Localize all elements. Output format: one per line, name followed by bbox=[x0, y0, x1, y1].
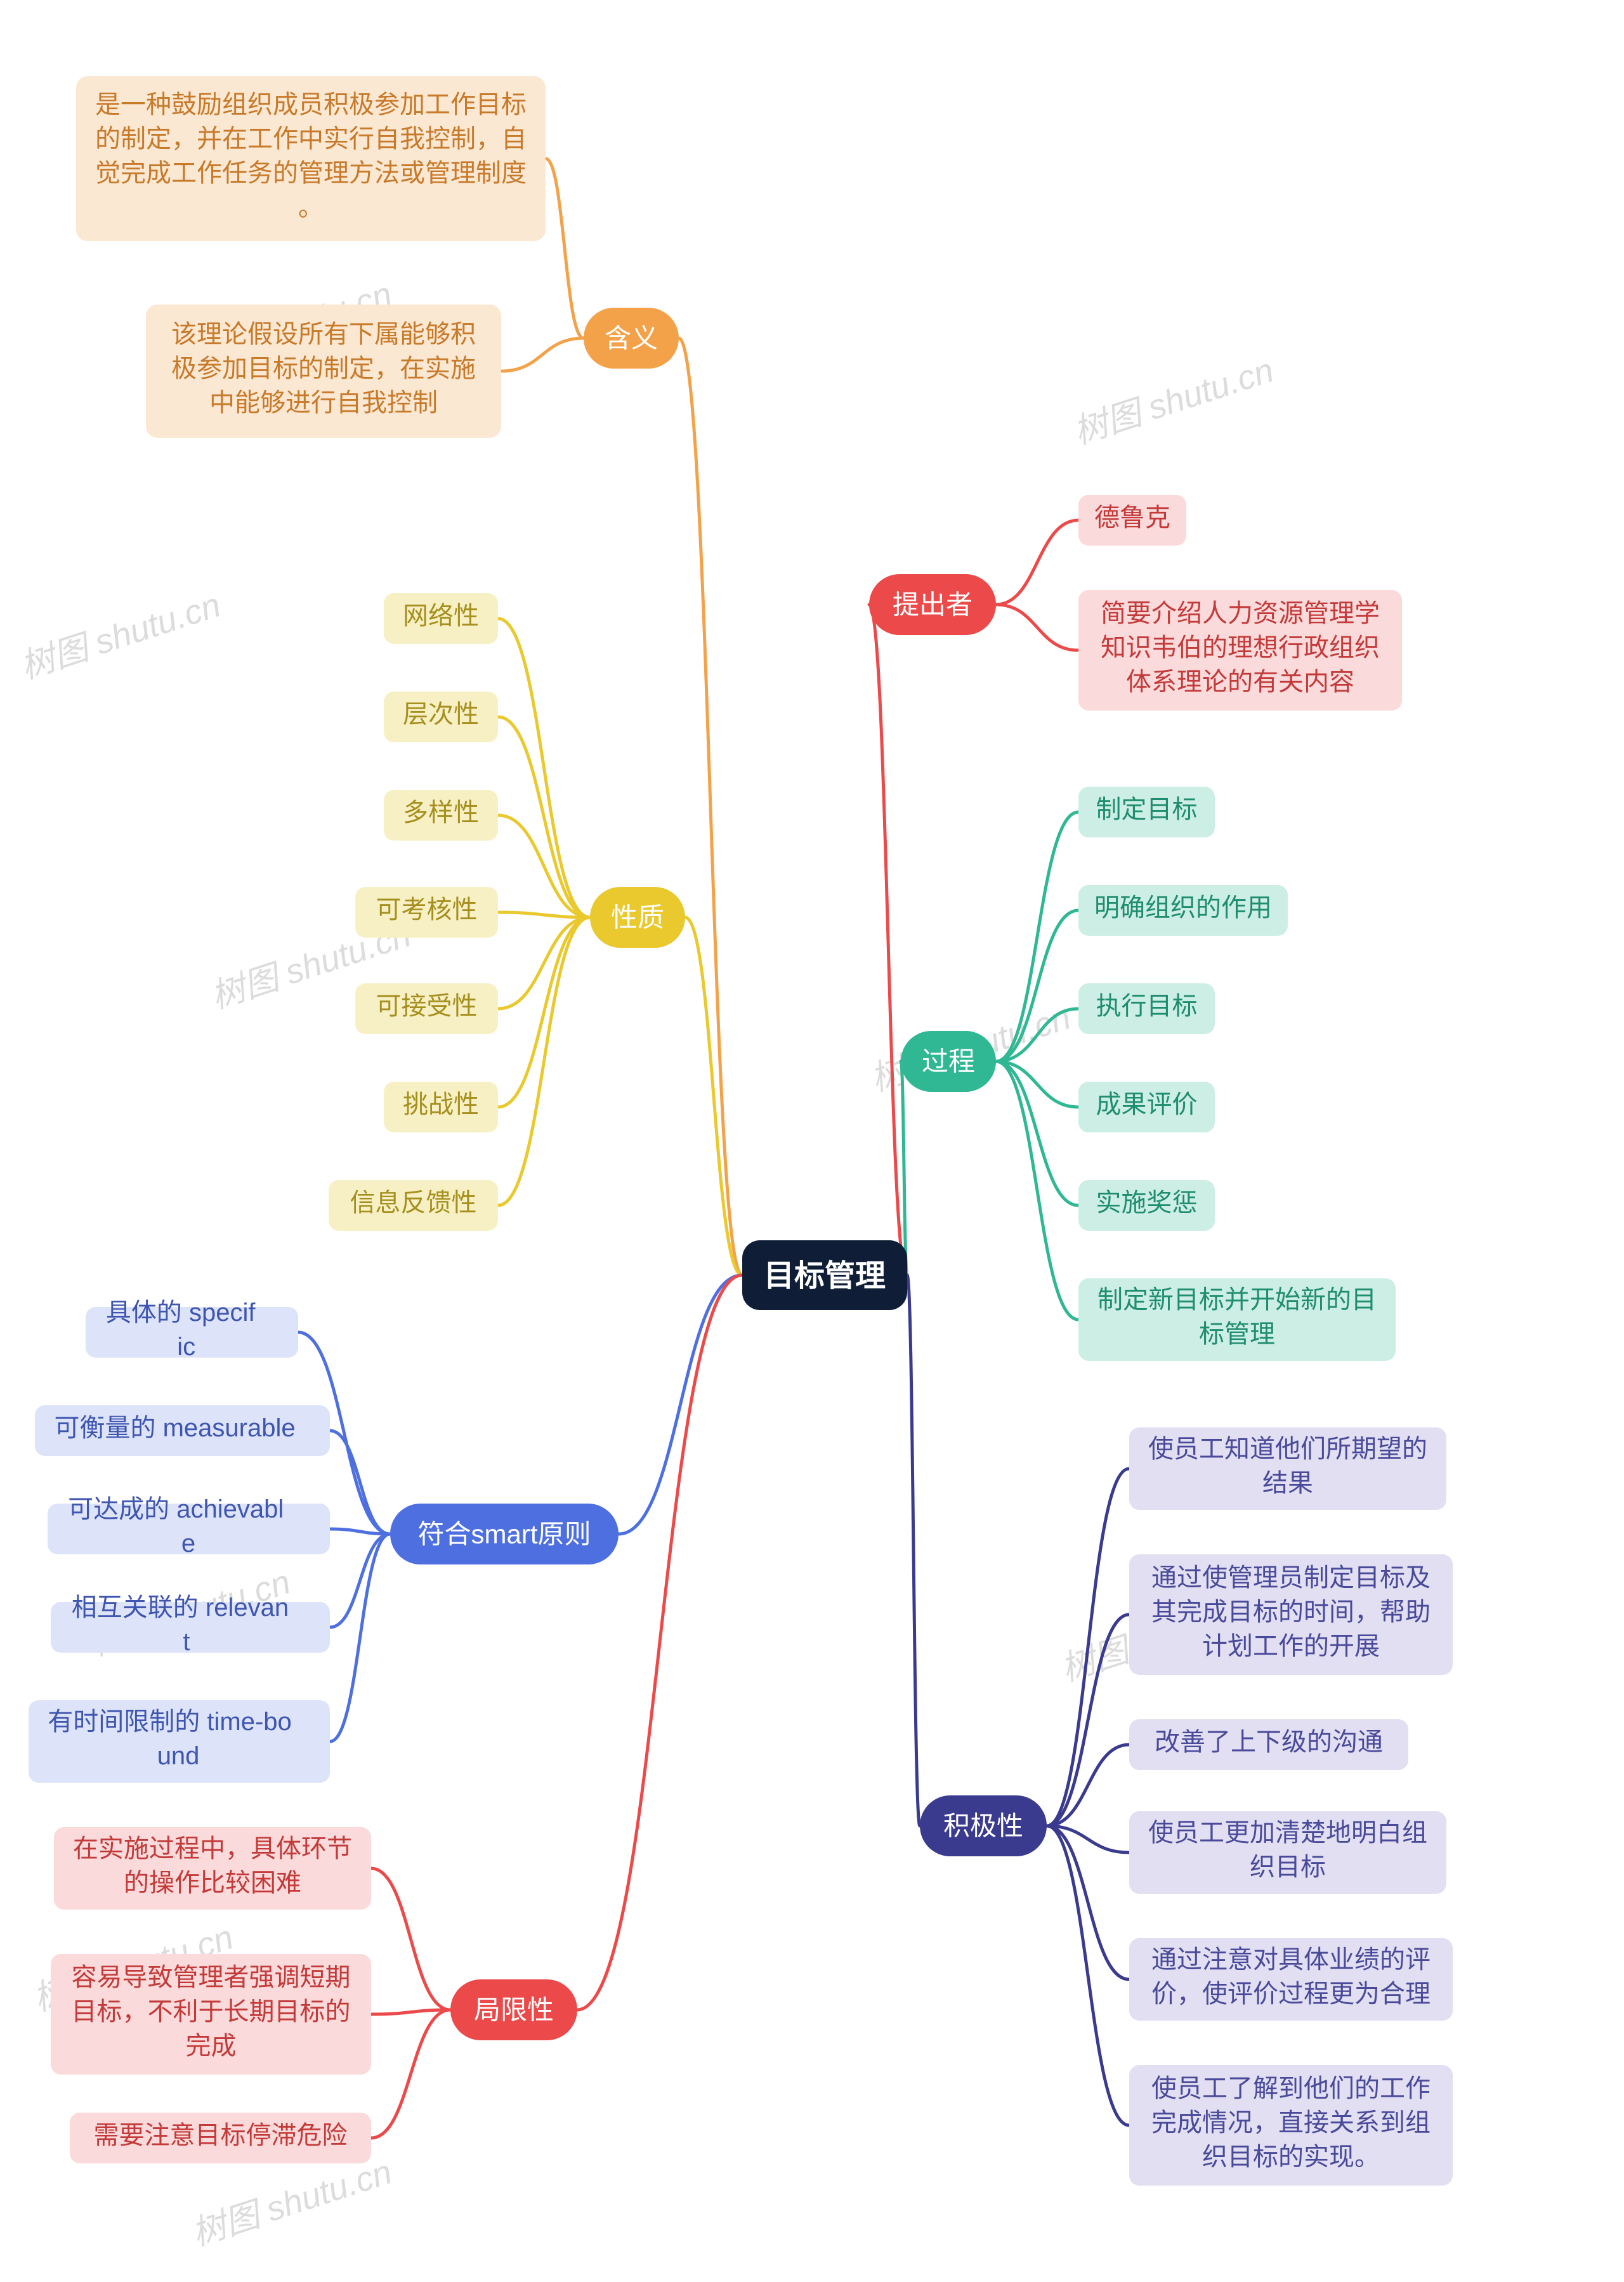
node-text: 可考核性 bbox=[376, 896, 478, 924]
node-text: 可衡量的 measurable bbox=[55, 1414, 296, 1442]
node-text: 制定目标 bbox=[1096, 796, 1198, 823]
node-text: 多样性 bbox=[403, 799, 479, 827]
node-text: 层次性 bbox=[403, 700, 479, 728]
branch-leaf-connector bbox=[371, 2010, 450, 2138]
watermark: 树图 shutu.cn bbox=[187, 2153, 396, 2253]
node-text: 挑战性 bbox=[403, 1091, 479, 1118]
root-branch-connector bbox=[619, 1275, 742, 1534]
node-text: 可接受性 bbox=[376, 992, 478, 1020]
branch-leaf-connector bbox=[546, 159, 584, 338]
watermark: 树图 shutu.cn bbox=[16, 586, 225, 686]
root-branch-connector bbox=[685, 917, 742, 1275]
branch-leaf-connector bbox=[996, 605, 1078, 650]
branch-label: 含义 bbox=[605, 324, 658, 353]
node-text: 德鲁克 bbox=[1094, 504, 1170, 532]
root-branch-connector bbox=[577, 1275, 742, 2010]
branch-label: 过程 bbox=[922, 1047, 975, 1077]
node-text: 需要注意目标停滞危险 bbox=[94, 2121, 348, 2149]
branch-leaf-connector bbox=[1047, 1826, 1129, 1979]
watermark-text: 树图 shutu.cn bbox=[1069, 351, 1278, 451]
node-text: 简要介绍人力资源管理学知识韦伯的理想行政组织体系理论的有关内容 bbox=[1101, 600, 1380, 696]
branch-leaf-connector bbox=[498, 917, 590, 1009]
branch-leaf-connector bbox=[498, 619, 590, 917]
node-text: 实施奖惩 bbox=[1096, 1189, 1198, 1217]
watermark-text: 树图 shutu.cn bbox=[187, 2153, 396, 2253]
branch-leaf-connector bbox=[501, 338, 584, 371]
branch-leaf-connector bbox=[498, 917, 590, 1107]
branch-label: 局限性 bbox=[474, 1995, 554, 2025]
node-text: 明确组织的作用 bbox=[1094, 894, 1272, 922]
branch-label: 符合smart原则 bbox=[417, 1519, 591, 1549]
mindmap-canvas: 树图 shutu.cn树图 shutu.cn树图 shutu.cn树图 shut… bbox=[0, 0, 1624, 2282]
branch-leaf-connector bbox=[330, 1534, 390, 1741]
watermark: 树图 shutu.cn bbox=[1069, 351, 1278, 451]
branch-leaf-connector bbox=[996, 1061, 1078, 1320]
branch-label: 提出者 bbox=[893, 590, 972, 620]
branch-leaf-connector bbox=[371, 1868, 450, 2010]
branch-label: 性质 bbox=[611, 903, 664, 933]
branch-label: 积极性 bbox=[943, 1811, 1023, 1841]
branch-leaf-connector bbox=[996, 520, 1078, 605]
root-branch-connector bbox=[907, 1275, 920, 1826]
branch-leaf-connector bbox=[330, 1534, 390, 1627]
root-branch-connector bbox=[869, 605, 907, 1275]
node-text: 该理论假设所有下属能够积极参加目标的制定，在实施中能够进行自我控制 bbox=[171, 320, 476, 417]
branch-leaf-connector bbox=[330, 1431, 390, 1534]
root-branch-connector bbox=[679, 338, 742, 1275]
root-label: 目标管理 bbox=[764, 1259, 886, 1293]
node-text: 改善了上下级的沟通 bbox=[1155, 1728, 1383, 1756]
node-text: 执行目标 bbox=[1096, 992, 1198, 1020]
branch-leaf-connector bbox=[498, 815, 590, 917]
node-text: 成果评价 bbox=[1096, 1091, 1198, 1118]
node-text: 网络性 bbox=[403, 602, 479, 630]
watermark-text: 树图 shutu.cn bbox=[16, 586, 225, 686]
node-text: 信息反馈性 bbox=[350, 1189, 477, 1217]
